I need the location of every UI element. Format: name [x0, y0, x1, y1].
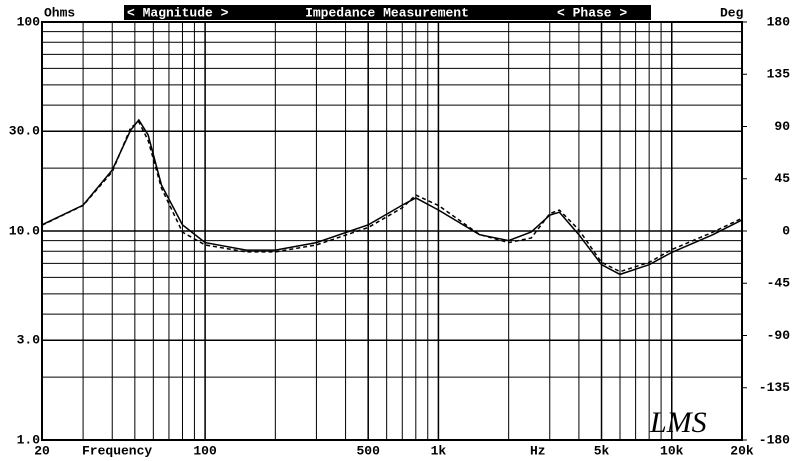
- data-line: [41, 118, 743, 276]
- y2-tick-label: -135: [759, 380, 790, 395]
- header-bar: [124, 5, 651, 20]
- x-tick-label: 5k: [594, 443, 610, 458]
- y2-tick-label: -180: [759, 432, 790, 447]
- x-tick-label: 1k: [431, 443, 447, 458]
- y-axis-label: Ohms: [44, 5, 75, 20]
- y2-tick-label: -90: [767, 328, 791, 343]
- legend-entry[interactable]: < Phase >: [557, 5, 627, 20]
- x-tick-label: 100: [193, 443, 217, 458]
- y-tick-label: 3.0: [17, 333, 41, 348]
- x-axis-label: Frequency: [82, 443, 152, 458]
- y-tick-label: 100: [17, 14, 41, 29]
- y2-tick-label: 135: [767, 67, 791, 82]
- y2-tick-label: -45: [767, 276, 791, 291]
- x-tick-label: 500: [356, 443, 380, 458]
- y2-axis-label: Deg: [720, 5, 744, 20]
- x-tick-label: 20: [34, 443, 50, 458]
- x-tick-label: 10k: [660, 443, 684, 458]
- y2-tick-label: 0: [782, 223, 790, 238]
- chart-title: Impedance Measurement: [305, 5, 469, 20]
- plot-frame: [41, 21, 743, 441]
- y2-tick-label: 180: [767, 14, 791, 29]
- y-tick-label: 30.0: [9, 124, 40, 139]
- data-line: [41, 120, 743, 273]
- y2-tick-label: 45: [774, 171, 790, 186]
- y2-tick-label: 90: [774, 119, 790, 134]
- y-tick-label: 1.0: [17, 432, 41, 447]
- x-axis-label: Hz: [530, 443, 546, 458]
- logo: LMS: [649, 406, 707, 439]
- y-tick-label: 10.0: [9, 223, 40, 238]
- x-tick-label: 20k: [730, 443, 754, 458]
- legend-entry[interactable]: < Magnitude >: [127, 5, 229, 20]
